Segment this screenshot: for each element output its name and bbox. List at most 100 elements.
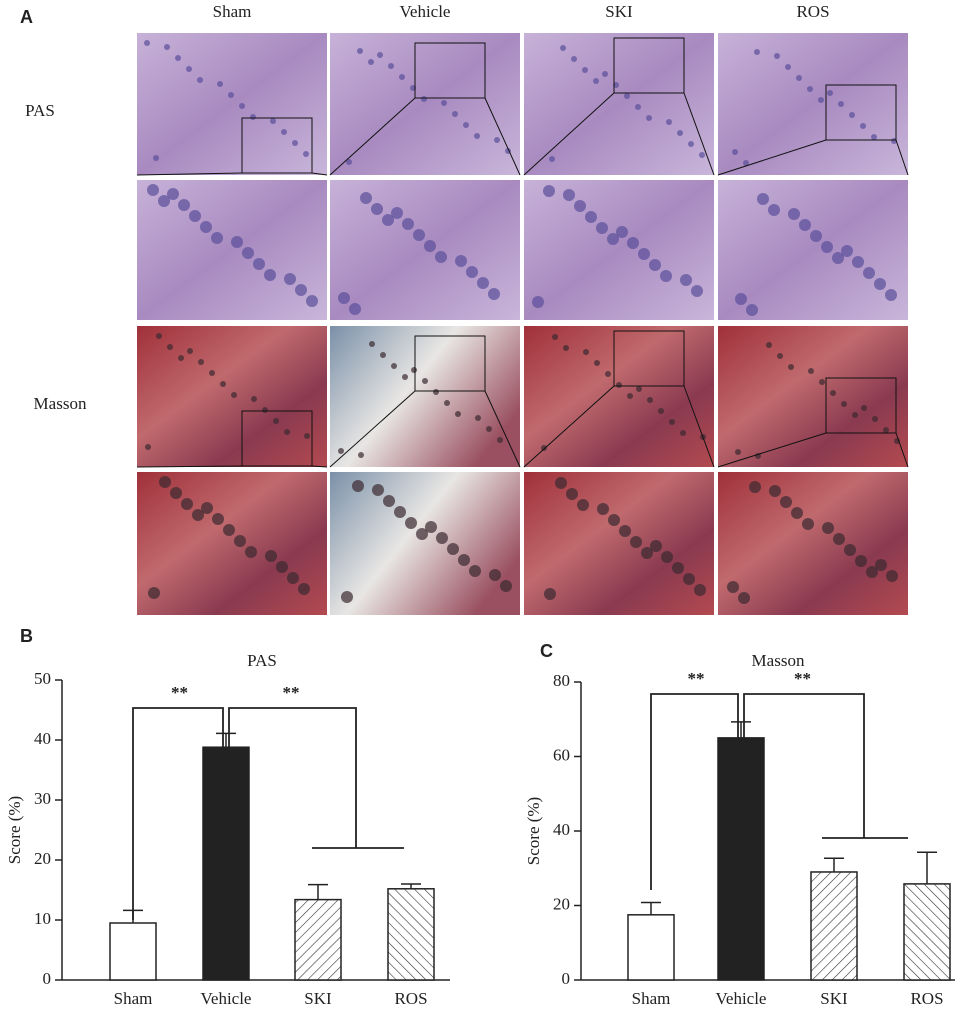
nucleus <box>807 86 813 92</box>
nucleus <box>189 210 201 222</box>
nucleus <box>563 345 569 351</box>
nucleus <box>627 237 639 249</box>
nucleus <box>832 252 844 264</box>
nucleus <box>287 572 299 584</box>
nucleus <box>352 480 364 492</box>
zoom-line <box>329 390 416 468</box>
nucleus <box>273 418 279 424</box>
nucleus <box>148 587 160 599</box>
nucleus <box>691 285 703 297</box>
micrograph <box>137 472 327 615</box>
micrograph <box>718 326 908 467</box>
nucleus <box>441 100 447 106</box>
nucleus <box>346 159 352 165</box>
column-label: Sham <box>213 2 252 21</box>
nucleus <box>422 378 428 384</box>
nucleus <box>303 151 309 157</box>
zoom-line <box>717 139 827 176</box>
nucleus <box>555 477 567 489</box>
annotation: ** <box>794 669 811 688</box>
nucleus <box>649 259 661 271</box>
nucleus <box>217 81 223 87</box>
zoom-line <box>484 97 521 176</box>
nucleus <box>780 496 792 508</box>
nucleus <box>494 137 500 143</box>
nucleus <box>178 199 190 211</box>
micrograph <box>524 326 714 467</box>
nucleus <box>197 77 203 83</box>
nucleus <box>421 96 427 102</box>
micrograph <box>524 33 714 175</box>
nucleus <box>886 570 898 582</box>
nucleus <box>822 522 834 534</box>
annotation: ** <box>171 683 188 702</box>
nucleus <box>549 156 555 162</box>
nucleus <box>358 452 364 458</box>
nucleus <box>357 48 363 54</box>
nucleus <box>405 517 417 529</box>
nucleus <box>416 528 428 540</box>
chart-title: Masson <box>752 651 805 670</box>
zoom-line <box>523 92 615 176</box>
nucleus <box>264 269 276 281</box>
nucleus <box>380 352 386 358</box>
nucleus <box>552 334 558 340</box>
zoom-line <box>895 139 909 176</box>
y-tick-label: 0 <box>43 969 52 988</box>
nucleus <box>788 364 794 370</box>
nucleus <box>669 419 675 425</box>
bar <box>903 883 951 981</box>
nucleus <box>666 119 672 125</box>
zoom-box <box>613 37 685 94</box>
zoom-box <box>414 335 486 392</box>
nucleus <box>200 221 212 233</box>
bar <box>202 746 250 981</box>
nucleus <box>413 229 425 241</box>
nucleus <box>808 368 814 374</box>
nucleus <box>650 540 662 552</box>
nucleus <box>144 40 150 46</box>
nucleus <box>253 258 265 270</box>
nucleus <box>788 208 800 220</box>
nucleus <box>147 184 159 196</box>
nucleus <box>658 408 664 414</box>
nucleus <box>563 189 575 201</box>
nucleus <box>852 412 858 418</box>
significance-bracket <box>650 693 739 890</box>
x-tick-label: ROS <box>910 989 943 1008</box>
nucleus <box>860 123 866 129</box>
nucleus <box>577 499 589 511</box>
nucleus <box>863 267 875 279</box>
nucleus <box>178 355 184 361</box>
nucleus <box>377 52 383 58</box>
nucleus <box>785 64 791 70</box>
micrograph <box>524 472 714 615</box>
x-tick-label: ROS <box>394 989 427 1008</box>
nucleus <box>732 149 738 155</box>
nucleus <box>819 379 825 385</box>
y-tick-label: 60 <box>553 745 570 764</box>
zoom-line <box>329 97 416 176</box>
y-tick-label: 20 <box>553 894 570 913</box>
y-tick-label: 40 <box>553 820 570 839</box>
nucleus <box>486 426 492 432</box>
panel-label: B <box>20 626 33 646</box>
nucleus <box>475 415 481 421</box>
nucleus <box>766 342 772 348</box>
nucleus <box>306 295 318 307</box>
nucleus <box>474 133 480 139</box>
x-tick-label: Vehicle <box>201 989 252 1008</box>
nucleus <box>281 129 287 135</box>
zoom-line <box>683 92 715 176</box>
bar <box>109 922 157 981</box>
nucleus <box>735 449 741 455</box>
nucleus <box>170 487 182 499</box>
nucleus <box>608 514 620 526</box>
nucleus <box>680 430 686 436</box>
nucleus <box>276 561 288 573</box>
zoom-box <box>825 377 897 434</box>
nucleus <box>688 141 694 147</box>
nucleus <box>349 303 361 315</box>
micrograph <box>330 472 520 615</box>
